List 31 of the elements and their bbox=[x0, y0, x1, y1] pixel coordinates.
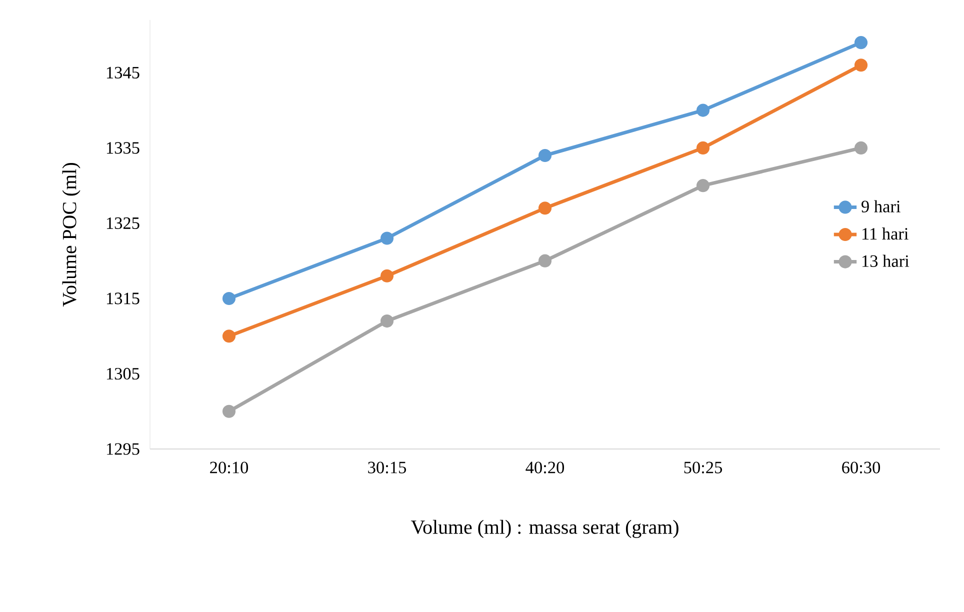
x-axis-title: Volume (ml) : massa serat (gram) bbox=[410, 520, 678, 538]
point bbox=[538, 148, 552, 162]
point bbox=[538, 202, 552, 215]
point bbox=[696, 104, 710, 117]
legend-label: 11 hari bbox=[862, 228, 908, 240]
point bbox=[854, 141, 868, 154]
x-tick-label: 50:25 bbox=[684, 462, 722, 474]
point bbox=[538, 254, 552, 268]
point bbox=[222, 330, 236, 343]
x-tick-label: 40:20 bbox=[526, 462, 564, 474]
point bbox=[854, 58, 868, 72]
x-tick-label: 20:10 bbox=[210, 462, 248, 474]
legend-label: 9 hari bbox=[862, 200, 900, 212]
y-axis-title: Volume POC (ml) bbox=[62, 163, 80, 307]
point bbox=[696, 179, 710, 192]
point bbox=[222, 292, 236, 306]
point bbox=[380, 269, 394, 282]
y-tick-label: 1295 bbox=[106, 443, 140, 455]
point bbox=[696, 141, 710, 154]
x-tick-label: 60:30 bbox=[842, 462, 880, 474]
x-tick-label: 30:15 bbox=[368, 462, 406, 474]
point bbox=[222, 404, 236, 418]
point bbox=[854, 36, 868, 50]
point bbox=[380, 232, 394, 245]
y-tick-label: 1345 bbox=[106, 66, 140, 78]
legend-label: 13 hari bbox=[862, 254, 910, 267]
y-tick-label: 1315 bbox=[106, 292, 140, 304]
point bbox=[380, 314, 394, 328]
y-tick-label: 1335 bbox=[106, 142, 140, 154]
y-tick-label: 1305 bbox=[106, 368, 140, 380]
y-tick-label: 1325 bbox=[106, 217, 140, 230]
